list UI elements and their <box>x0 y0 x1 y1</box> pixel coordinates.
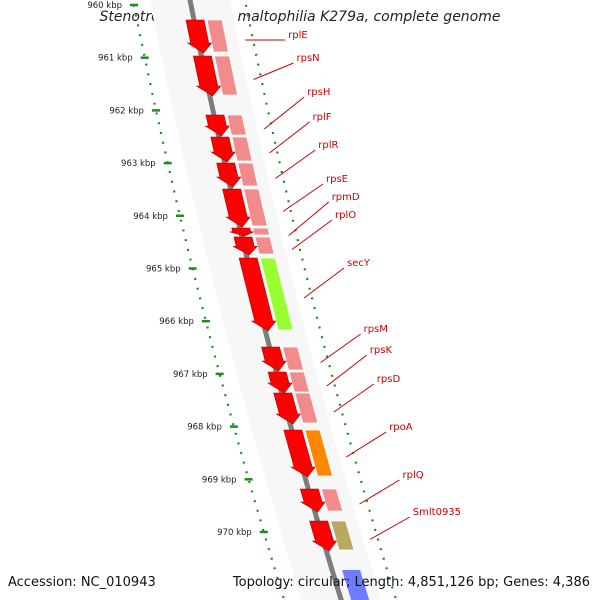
gene-label-rplF: rplF <box>313 112 332 123</box>
kbp-label: 961 kbp <box>98 54 133 64</box>
gene-bar-rplE <box>206 19 229 53</box>
cds-arrow-rpsM <box>261 346 287 372</box>
gene-label-rpsM: rpsM <box>364 324 388 335</box>
leader-line-secY <box>303 267 345 299</box>
cds-arrow-secY <box>238 257 277 332</box>
cds-arrow-rpsK <box>266 371 293 394</box>
genome-summary-text: Topology: circular; Length: 4,851,126 bp… <box>232 575 590 590</box>
leader-line-rplO <box>291 219 333 250</box>
cds-arrow-rplO <box>233 236 258 256</box>
gene-label-rplO: rplO <box>335 210 356 221</box>
kbp-label: 967 kbp <box>173 370 208 380</box>
gene-label-Smlt0935: Smlt0935 <box>413 507 461 518</box>
gene-bar-rpoA <box>304 429 334 477</box>
gene-bar-rplQ <box>320 488 344 512</box>
gene-label-secY: secY <box>347 258 371 269</box>
kbp-label: 970 kbp <box>217 528 252 538</box>
leader-line-rplF <box>269 121 310 154</box>
leader-line-rpsD <box>333 383 375 413</box>
gene-label-rplQ: rplQ <box>403 470 424 481</box>
gene-bar-Smlt0935 <box>330 520 355 551</box>
cds-arrow-rplE <box>185 19 213 54</box>
gene-label-rplR: rplR <box>318 140 338 151</box>
kbp-label: 963 kbp <box>121 159 156 169</box>
cds-arrow-rplQ <box>299 488 326 513</box>
gene-bar-rpsN <box>213 55 239 96</box>
gene-bar-rplF <box>231 136 253 162</box>
leader-line-rpsN <box>253 62 294 80</box>
leader-line-rpmD <box>288 201 330 236</box>
gene-label-layer: rplE rpsN rpsH rplF rplR rpsE rpmD rplO secY rpsM… <box>245 30 461 540</box>
cds-arrow-rplR <box>215 162 242 188</box>
leader-line-Smlt0935 <box>369 516 411 540</box>
gene-label-rpoA: rpoA <box>389 422 413 433</box>
gene-bar-partial <box>342 570 370 600</box>
gene-label-rpsN: rpsN <box>297 53 320 64</box>
leader-line-rpsM <box>320 333 361 363</box>
gene-label-rplE: rplE <box>288 30 308 41</box>
gene-bar-rpsE <box>243 188 268 227</box>
gene-label-rpmD: rpmD <box>332 192 360 203</box>
kbp-label: 965 kbp <box>146 265 181 275</box>
leader-line-rpsK <box>326 354 368 387</box>
cds-arrow-rpsH <box>204 114 231 137</box>
cds-arrow-rpsD <box>273 392 301 425</box>
leader-line-rpoA <box>345 431 387 458</box>
leader-line-rpsH <box>263 96 305 130</box>
gene-bar-rpsH <box>226 114 247 136</box>
leader-line-rplQ <box>359 479 400 505</box>
gene-bar-secY <box>259 257 294 331</box>
scale-ticks-layer: 960 kbp 961 kbp 962 kbp 963 kbp 964 kbp 965 k… <box>87 0 398 600</box>
gene-label-rpsK: rpsK <box>370 345 393 356</box>
kbp-label: 964 kbp <box>133 212 168 222</box>
cds-arrow-rpoA <box>283 429 316 478</box>
cds-arrow-rplF <box>210 136 236 163</box>
gene-bar-rpsK <box>288 371 310 393</box>
gene-layer <box>185 19 370 600</box>
kbp-label: 962 kbp <box>109 106 144 116</box>
gene-label-rpsH: rpsH <box>307 87 330 98</box>
leader-line-rplR <box>275 149 316 179</box>
kbp-label: 966 kbp <box>159 317 194 327</box>
gene-bar-rpmD <box>252 227 271 236</box>
leader-line-rpsE <box>282 183 324 212</box>
accession-text: Accession: NC_010943 <box>8 575 156 590</box>
gene-bar-rpsM <box>281 346 305 371</box>
cds-arrow-Smlt0935 <box>309 520 338 552</box>
cds-arrow-rpsN <box>193 55 222 97</box>
kbp-label: 960 kbp <box>87 1 122 11</box>
gene-bar-rplR <box>237 162 259 187</box>
gene-bar-rplO <box>254 236 275 255</box>
gene-bar-rpsD <box>294 392 319 424</box>
gene-label-rpsD: rpsD <box>377 374 401 385</box>
cds-arrow-rpmD <box>229 227 254 237</box>
gene-label-rpsE: rpsE <box>326 174 348 185</box>
kbp-label: 969 kbp <box>202 475 237 485</box>
kbp-label: 968 kbp <box>187 423 222 433</box>
cds-arrow-rpsE <box>222 188 251 228</box>
